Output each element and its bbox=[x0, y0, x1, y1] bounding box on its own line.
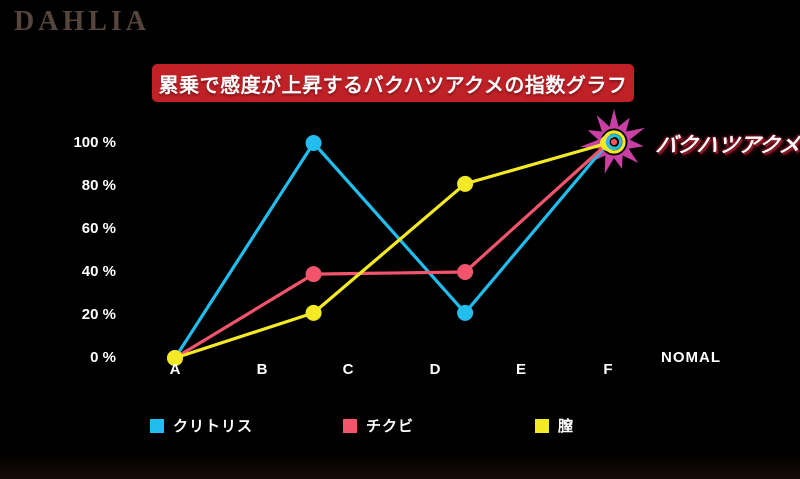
y-tick-80: 80 % bbox=[81, 177, 116, 194]
y-tick-0: 0 % bbox=[90, 349, 116, 366]
y-tick-60: 60 % bbox=[81, 220, 116, 237]
legend-swatch-yellow bbox=[535, 418, 549, 433]
legend-label: チクビ bbox=[366, 418, 415, 435]
chart-title-banner: 累乗で感度が上昇するバクハツアクメの指数グラフ bbox=[152, 64, 634, 102]
legend-item-clitoris: クリトリス bbox=[150, 415, 253, 436]
x-label-d: D bbox=[429, 361, 441, 378]
x-label-e: E bbox=[515, 361, 526, 378]
legend-item-vagina: 膣 bbox=[535, 415, 574, 436]
legend-swatch-red bbox=[343, 418, 357, 433]
legend-swatch-cyan bbox=[150, 418, 164, 433]
series-line-0 bbox=[173, 141, 610, 360]
data-point-2-0 bbox=[167, 350, 183, 366]
burst-center-dot bbox=[610, 138, 618, 146]
series-line-1 bbox=[173, 141, 610, 360]
legend-item-nipple: チクビ bbox=[343, 415, 414, 436]
legend-label: 膣 bbox=[558, 418, 575, 435]
x-label-f: F bbox=[603, 361, 613, 378]
burst-ring-yellow bbox=[602, 130, 626, 154]
x-label-a: A bbox=[169, 361, 181, 378]
data-point-1-1 bbox=[305, 266, 322, 283]
burst-annotation-label: バクハツアクメ bbox=[654, 133, 800, 157]
data-point-2-1 bbox=[305, 304, 322, 321]
brand-logo: DAHLIA bbox=[14, 6, 151, 37]
chart-title: 累乗で感度が上昇するバクハツアクメの指数グラフ bbox=[158, 74, 628, 97]
legend-label: クリトリス bbox=[173, 418, 254, 435]
data-point-0-1 bbox=[305, 135, 322, 151]
y-tick-100: 100 % bbox=[73, 134, 116, 151]
x-axis-end-label: NOMAL bbox=[661, 349, 721, 366]
series-line-2 bbox=[173, 141, 610, 360]
data-point-0-2 bbox=[457, 304, 474, 321]
burst-ring-cyan bbox=[605, 133, 623, 151]
bottom-vignette bbox=[0, 453, 800, 479]
y-tick-20: 20 % bbox=[81, 306, 116, 323]
y-tick-40: 40 % bbox=[81, 263, 116, 280]
data-point-2-2 bbox=[457, 175, 474, 192]
data-point-1-2 bbox=[457, 264, 474, 280]
x-label-b: B bbox=[256, 361, 268, 378]
x-label-c: C bbox=[342, 361, 354, 378]
